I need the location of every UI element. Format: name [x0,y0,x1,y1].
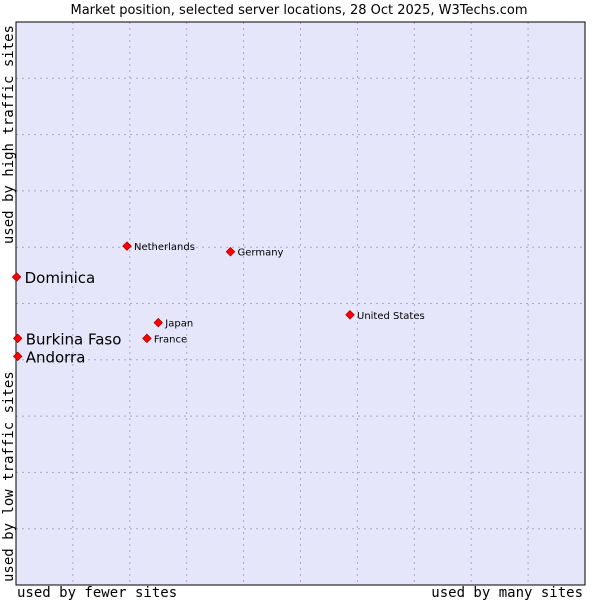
label-france: France [154,334,187,345]
x-axis-label-right: used by many sites [431,585,583,600]
grid-lines [16,22,585,585]
data-point-germany: Germany [225,246,284,259]
data-point-netherlands: Netherlands [122,241,195,253]
marker-netherlands [122,241,132,251]
marker-andorra [12,351,23,362]
label-germany: Germany [238,248,284,259]
marker-united-states [345,310,355,320]
marker-dominica [11,272,22,282]
data-point-japan: Japan [153,317,193,330]
data-point-andorra: Andorra [12,348,86,366]
label-dominica: Dominica [25,269,96,287]
data-point-france: France [142,333,187,345]
label-united-states: United States [357,311,425,322]
chart-title: Market position, selected server locatio… [70,3,527,18]
data-point-united-states: United States [345,310,425,322]
y-axis-label-bottom: used by low traffic sites [1,371,17,582]
label-netherlands: Netherlands [134,242,195,253]
y-axis-label-top: used by high traffic sites [1,25,17,244]
marker-japan [153,317,163,328]
marker-france [142,333,152,344]
plot-frame [15,21,586,586]
label-andorra: Andorra [26,348,86,366]
marker-burkina-faso [12,333,23,344]
marker-germany [225,246,236,257]
data-point-burkina-faso: Burkina Faso [12,330,122,348]
label-japan: Japan [164,319,193,330]
data-points: Netherlands Germany Dominica United States J… [11,241,425,366]
data-point-dominica: Dominica [11,269,96,287]
label-burkina-faso: Burkina Faso [26,330,122,348]
x-axis-label-left: used by fewer sites [17,585,177,600]
